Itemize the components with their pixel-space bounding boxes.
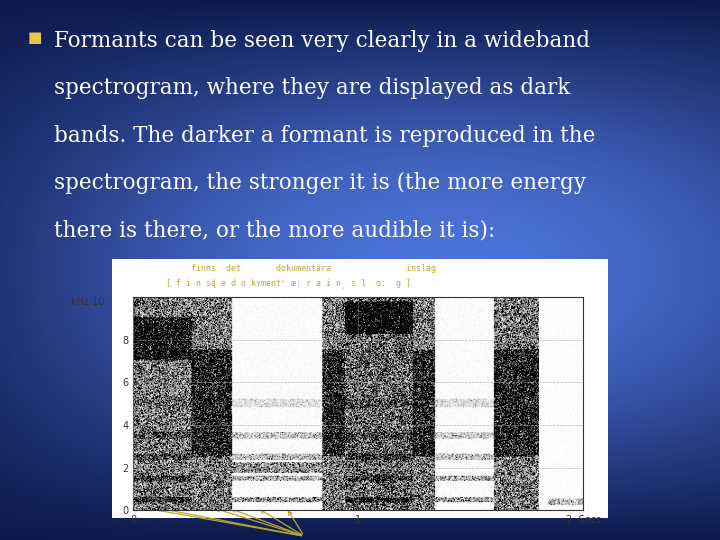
Text: spectrogram, the stronger it is (the more energy: spectrogram, the stronger it is (the mor… [54,172,586,194]
Text: finns  det       dokumentära               inslag: finns det dokumentära inslag [191,264,436,273]
Text: ■: ■ [27,30,42,45]
Bar [112,259,608,518]
Text: there is there, or the more audible it is):: there is there, or the more audible it i… [54,220,495,242]
Text: spectrogram, where they are displayed as dark: spectrogram, where they are displayed as… [54,77,570,99]
Text: kHz 10: kHz 10 [71,297,104,307]
Text: [ f i n sɖ e d o kʏmentᵏ æ: r a i n̩ s l  ɑ:  g ]: [ f i n sɖ e d o kʏmentᵏ æ: r a i n̩ s l… [166,279,410,289]
Text: Formants can be seen very clearly in a wideband: Formants can be seen very clearly in a w… [54,30,590,52]
Text: bands. The darker a formant is reproduced in the: bands. The darker a formant is reproduce… [54,125,595,147]
